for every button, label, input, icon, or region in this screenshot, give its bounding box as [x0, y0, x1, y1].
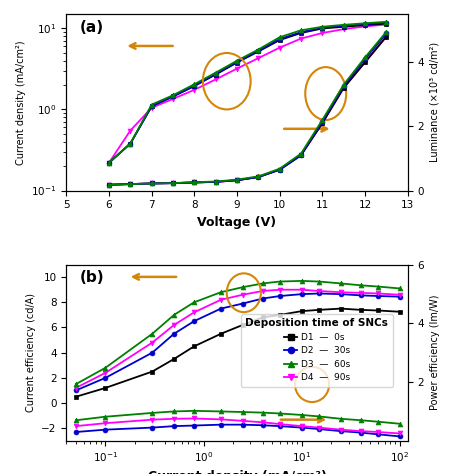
Text: (b): (b) [80, 270, 105, 285]
X-axis label: Voltage (V): Voltage (V) [198, 216, 276, 229]
Text: (a): (a) [80, 19, 104, 35]
X-axis label: Current density (mA/cm²): Current density (mA/cm²) [147, 470, 327, 474]
Y-axis label: Luminance (×10³ cd/m²): Luminance (×10³ cd/m²) [429, 42, 439, 163]
Y-axis label: Current efficiency (cd/A): Current efficiency (cd/A) [26, 293, 36, 412]
Y-axis label: Power efficiency (lm/W): Power efficiency (lm/W) [429, 295, 439, 410]
Y-axis label: Current density (mA/cm²): Current density (mA/cm²) [16, 40, 26, 164]
Legend: D1  —  0s, D2  —  30s, D3  —  60s, D4  —  90s: D1 — 0s, D2 — 30s, D3 — 60s, D4 — 90s [241, 314, 393, 387]
